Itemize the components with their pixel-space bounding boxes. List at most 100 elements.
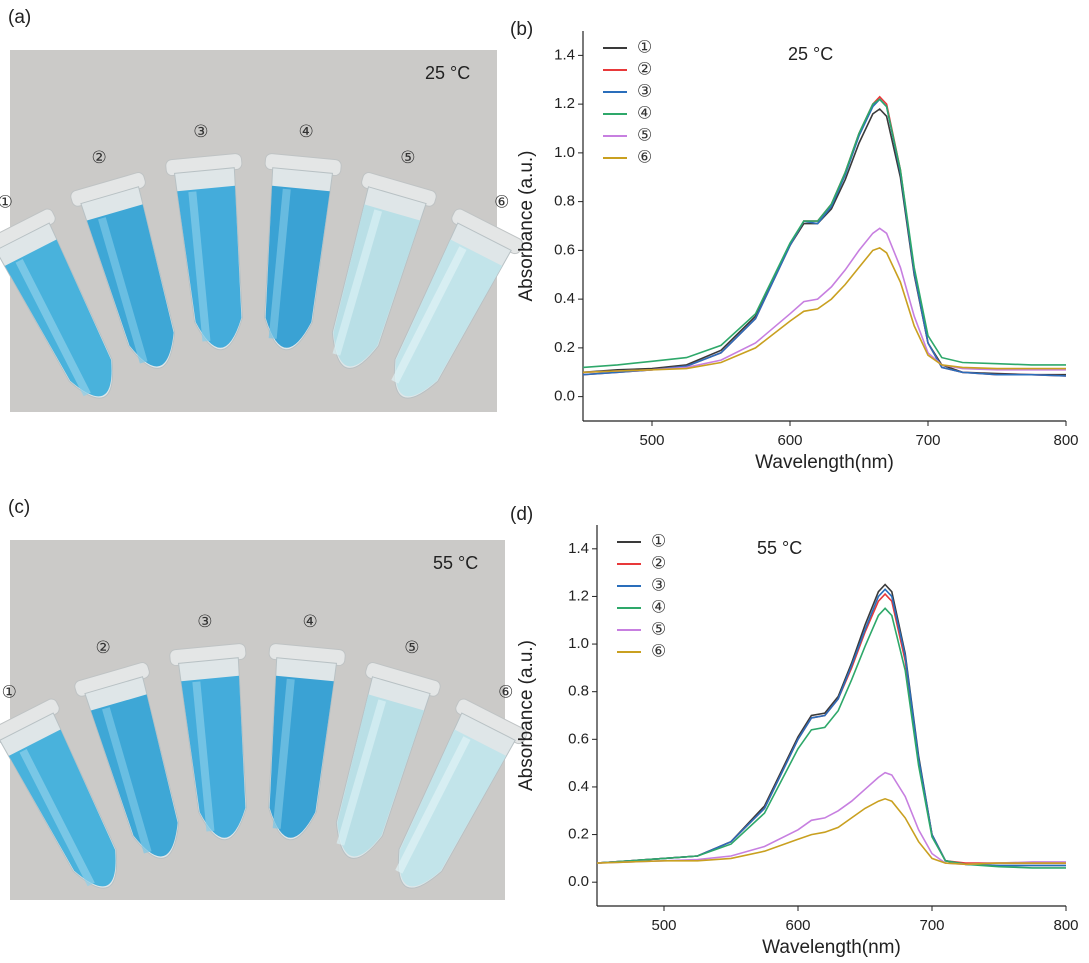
tube-number: ① <box>2 682 17 701</box>
tube-highlight <box>268 188 291 339</box>
tube <box>331 172 437 369</box>
y-tick-label: 0.4 <box>554 290 575 307</box>
panel-label: (c) <box>8 497 30 518</box>
tube-highlight <box>272 678 295 829</box>
tube-number: ③ <box>197 612 212 631</box>
panel-label: (b) <box>510 19 533 40</box>
tube-number: ② <box>96 638 111 657</box>
spectrum-line <box>582 247 1066 374</box>
panel-label: (a) <box>8 7 31 28</box>
y-tick-label: 1.0 <box>554 144 575 161</box>
x-tick-label: 700 <box>915 432 940 449</box>
tube-highlight <box>15 259 91 397</box>
y-tick-label: 0.6 <box>554 241 575 258</box>
legend-label: ③ <box>637 81 652 100</box>
x-tick-label: 800 <box>1053 432 1078 449</box>
tube-highlight <box>98 217 148 364</box>
tube-number: ⑥ <box>494 192 509 211</box>
temperature-label: 55 °C <box>433 553 478 573</box>
tube-highlight <box>19 749 95 887</box>
y-tick-label: 0.4 <box>568 778 589 795</box>
legend-label: ④ <box>651 597 666 616</box>
tube-number: ④ <box>303 612 318 631</box>
y-tick-label: 1.2 <box>568 587 589 604</box>
spectrum-line <box>582 227 1066 374</box>
tube <box>70 172 176 369</box>
tube-number: ② <box>92 148 107 167</box>
tube <box>74 662 180 859</box>
y-axis-title: Absorbance (a.u.) <box>516 150 537 301</box>
tube-liquid <box>337 694 425 857</box>
tube-highlight <box>391 246 467 384</box>
x-tick-label: 700 <box>919 917 944 934</box>
tube <box>264 153 342 351</box>
legend-label: ① <box>651 531 666 550</box>
y-tick-label: 0.0 <box>554 388 575 405</box>
x-tick-label: 500 <box>651 917 676 934</box>
y-tick-label: 0.8 <box>554 193 575 210</box>
y-tick-label: 0.8 <box>568 683 589 700</box>
x-tick-label: 600 <box>777 432 802 449</box>
x-tick-label: 500 <box>639 432 664 449</box>
tube-number: ⑤ <box>400 148 415 167</box>
x-axis-title: Wavelength(nm) <box>762 937 901 958</box>
tube-highlight <box>336 699 387 846</box>
y-tick-label: 1.2 <box>554 95 575 112</box>
tube <box>391 208 524 399</box>
tube <box>268 643 346 841</box>
panel-label: (d) <box>510 504 533 525</box>
x-axis-title: Wavelength(nm) <box>755 452 894 473</box>
tube-number: ⑤ <box>404 638 419 657</box>
y-tick-label: 1.0 <box>568 635 589 652</box>
spectrum-line <box>582 98 1067 377</box>
spectrum-line <box>596 797 1066 866</box>
y-tick-label: 0.2 <box>568 826 589 843</box>
tube-highlight <box>192 681 215 832</box>
legend-label: ⑥ <box>637 147 652 166</box>
tube <box>395 698 528 889</box>
x-tick-label: 800 <box>1053 917 1078 934</box>
annotation: 25 °C <box>788 44 833 64</box>
legend-label: ② <box>637 59 652 78</box>
tube <box>169 643 247 841</box>
spectrum-line <box>596 592 1066 864</box>
legend-label: ④ <box>637 103 652 122</box>
tube <box>165 153 243 351</box>
temperature-label: 25 °C <box>425 63 470 83</box>
tube <box>0 698 118 889</box>
tube-highlight <box>395 736 471 874</box>
tube-highlight <box>332 209 383 356</box>
tube <box>0 208 114 399</box>
legend-label: ⑤ <box>637 125 652 144</box>
y-tick-label: 1.4 <box>554 46 575 63</box>
tube-highlight <box>188 191 211 342</box>
spectrum-line <box>582 107 1066 376</box>
annotation: 55 °C <box>757 538 802 558</box>
spectrum-line <box>596 588 1066 867</box>
tube <box>335 662 441 859</box>
y-axis-title: Absorbance (a.u.) <box>516 640 537 791</box>
tube-liquid <box>399 729 507 887</box>
legend-label: ③ <box>651 575 666 594</box>
tube-liquid <box>333 204 421 367</box>
spectrum-line <box>582 98 1066 369</box>
legend-label: ② <box>651 553 666 572</box>
tube-number: ⑥ <box>498 682 513 701</box>
y-tick-label: 1.4 <box>568 540 589 557</box>
y-tick-label: 0.6 <box>568 730 589 747</box>
x-tick-label: 600 <box>785 917 810 934</box>
y-tick-label: 0.0 <box>568 873 589 890</box>
tube-number: ④ <box>299 122 314 141</box>
legend-label: ⑤ <box>651 619 666 638</box>
tube-number: ③ <box>193 122 208 141</box>
y-tick-label: 0.2 <box>554 339 575 356</box>
spectrum-line <box>596 583 1066 867</box>
legend-label: ⑥ <box>651 641 666 660</box>
spectrum-line <box>596 771 1066 866</box>
spectrum-line <box>582 95 1067 377</box>
tube-number: ① <box>0 192 13 211</box>
tube-highlight <box>102 707 152 854</box>
legend-label: ① <box>637 37 652 56</box>
spectrum-line <box>596 607 1066 869</box>
